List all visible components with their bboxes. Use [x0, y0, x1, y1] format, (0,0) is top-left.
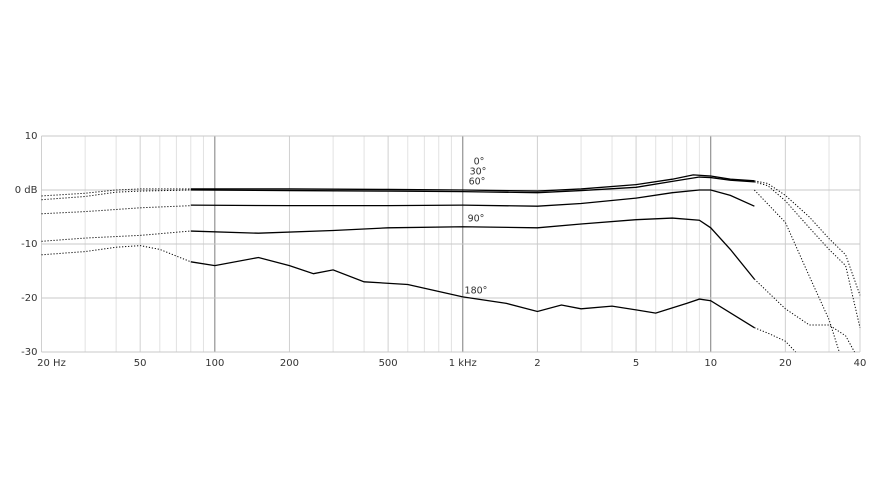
- x-tick-label: 2: [534, 358, 540, 369]
- x-tick-label: 100: [205, 358, 224, 369]
- response-curve: [41, 189, 191, 201]
- curve-label: 90°: [468, 214, 485, 225]
- x-tick-label: 10: [704, 358, 717, 369]
- x-tick-label: 200: [280, 358, 299, 369]
- response-curve: [190, 174, 755, 192]
- response-curve: [190, 176, 755, 194]
- x-tick-label: 40: [854, 358, 867, 369]
- curve-label: 0°: [474, 157, 485, 168]
- response-curve: [190, 217, 755, 280]
- response-curve: [190, 189, 755, 207]
- curve-label: 30°: [470, 167, 487, 178]
- curve-label: 60°: [469, 177, 486, 188]
- response-curve: [754, 327, 796, 353]
- response-curve: [754, 189, 840, 353]
- x-tick-label: 500: [379, 358, 398, 369]
- curve-label: 180°: [465, 286, 488, 297]
- x-tick-label: 1 kHz: [449, 358, 477, 369]
- x-tick-label: 5: [633, 358, 639, 369]
- y-tick-label: -30: [21, 347, 37, 358]
- response-curve: [754, 180, 861, 296]
- response-curve: [41, 230, 191, 242]
- y-tick-label: 0 dB: [15, 185, 38, 196]
- y-tick-label: -10: [21, 239, 37, 250]
- response-curve: [190, 256, 755, 329]
- x-tick-label: 20 Hz: [37, 358, 66, 369]
- response-curve: [754, 181, 861, 328]
- y-tick-label: 10: [25, 131, 38, 142]
- response-curve: [754, 278, 855, 353]
- response-curve: [41, 245, 191, 263]
- x-tick-label: 20: [779, 358, 792, 369]
- y-tick-label: -20: [21, 293, 37, 304]
- response-curve: [41, 205, 191, 215]
- x-tick-label: 50: [134, 358, 147, 369]
